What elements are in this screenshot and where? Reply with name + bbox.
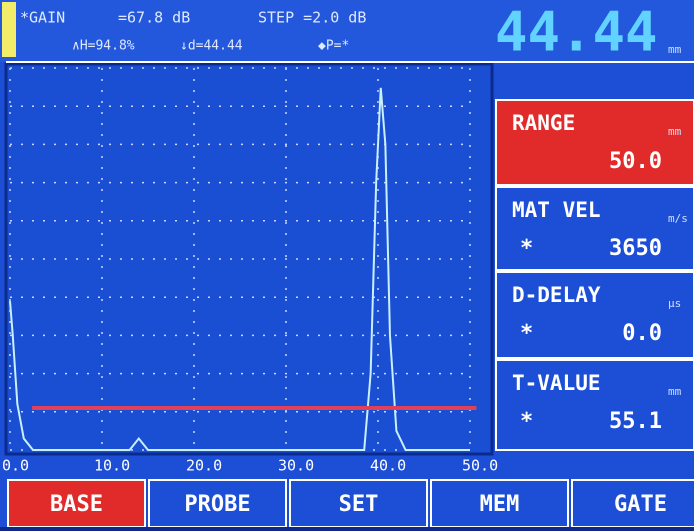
reading: 44.44 — [495, 1, 658, 64]
param-value: 0.0 — [622, 321, 662, 346]
menu-label[interactable]: BASE — [50, 492, 103, 517]
param-label: T-VALUE — [512, 371, 601, 395]
probe: ◆P=* — [318, 39, 349, 54]
menu-bar: BASE PROBE SET MEM GATE — [8, 480, 694, 527]
reading-unit: mm — [668, 43, 682, 56]
x-tick-label: 40.0 — [370, 457, 406, 475]
device-screen: *GAIN =67.8 dB STEP =2.0 dB ∧H=94.8% ↓d=… — [0, 0, 694, 527]
param-unit: μs — [668, 297, 681, 310]
param-label: RANGE — [512, 111, 575, 135]
param-unit: m/s — [668, 212, 688, 225]
x-tick-label: 0.0 — [2, 457, 29, 475]
x-tick-label: 10.0 — [94, 457, 130, 475]
x-tick-label: 30.0 — [278, 457, 314, 475]
param-value: 55.1 — [609, 409, 662, 434]
param-label: MAT VEL — [512, 198, 601, 222]
step: STEP =2.0 dB — [258, 9, 366, 27]
param-value: 50.0 — [609, 149, 662, 174]
param-label: D-DELAY — [512, 283, 601, 307]
param-marker: * — [520, 321, 533, 346]
menu-label[interactable]: SET — [339, 492, 379, 517]
param-value: 3650 — [609, 236, 662, 261]
gain-label: *GAIN — [20, 9, 65, 27]
peak-height: ∧H=94.8% — [72, 39, 135, 54]
peak-depth: ↓d=44.44 — [180, 39, 243, 54]
param-unit: mm — [668, 125, 682, 138]
param-unit: mm — [668, 385, 682, 398]
x-tick-label: 50.0 — [462, 457, 498, 475]
param-marker: * — [520, 409, 533, 434]
param-panel: RANGE mm 50.0 MAT VEL m/s * 3650 D-DELAY μs * 0.0 T… — [496, 100, 694, 450]
menu-label[interactable]: GATE — [614, 492, 667, 517]
battery-bar — [2, 2, 16, 57]
gain-value: =67.8 dB — [118, 9, 190, 27]
menu-label[interactable]: MEM — [480, 492, 520, 517]
menu-label[interactable]: PROBE — [184, 492, 250, 517]
param-marker: * — [520, 236, 533, 261]
scan-area — [6, 64, 492, 454]
x-tick-label: 20.0 — [186, 457, 222, 475]
